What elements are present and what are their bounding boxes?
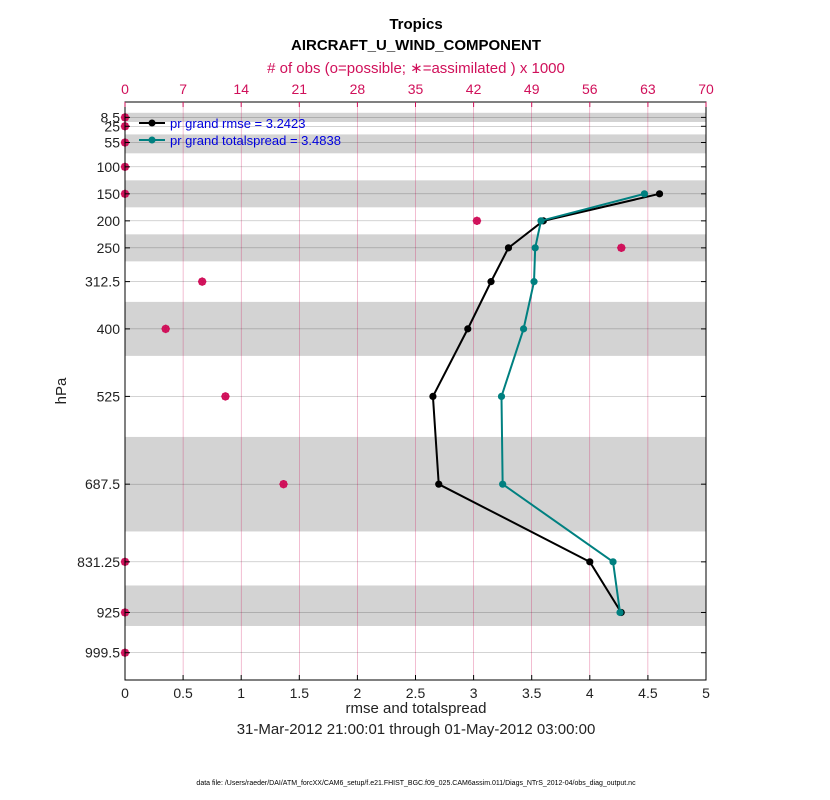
x-tick-label-1: 0.5 xyxy=(173,685,193,701)
top-axis-ticks: 0 7 14 21 28 35 42 49 56 63 70 xyxy=(121,81,714,107)
top-axis-label: # of obs (o=possible; ∗=assimilated ) x … xyxy=(267,60,565,77)
y-tick-label-9: 525 xyxy=(97,388,121,404)
y-tick-label-4: 150 xyxy=(97,186,121,202)
obs-assimilated-marker-8 xyxy=(161,324,170,334)
legend-entry-rmse: pr grand rmse = 3.2423 xyxy=(170,116,306,131)
x-tick-label-6: 3 xyxy=(470,685,478,701)
series-lines xyxy=(429,190,664,617)
series-1-point-5 xyxy=(497,392,506,401)
top-tick-label-6: 42 xyxy=(466,81,482,97)
date-range-label: 31-Mar-2012 21:00:01 through 01-May-2012… xyxy=(237,721,596,738)
series-1-point-4 xyxy=(519,325,528,333)
series-0-point-6 xyxy=(435,480,443,488)
x-tick-label-8: 4 xyxy=(586,685,594,701)
obs-assimilated-marker-10 xyxy=(279,479,288,489)
data-file-footer: data file: /Users/raeder/DAI/ATM_forcXX/… xyxy=(196,780,636,787)
top-tick-label-4: 28 xyxy=(350,81,366,97)
y-tick-label-13: 999.5 xyxy=(85,645,120,661)
series-0-point-7 xyxy=(586,558,594,566)
top-tick-label-10: 70 xyxy=(698,81,714,97)
series-0-point-4 xyxy=(464,325,472,333)
top-tick-label-1: 7 xyxy=(179,81,187,97)
legend: pr grand rmse = 3.2423 pr grand totalspr… xyxy=(139,116,341,148)
x-tick-label-3: 1.5 xyxy=(290,685,310,701)
y-tick-label-1: 25 xyxy=(104,118,120,134)
top-tick-label-8: 56 xyxy=(582,81,598,97)
x-tick-label-2: 1 xyxy=(237,685,245,701)
top-tick-label-7: 49 xyxy=(524,81,540,97)
chart-title: Tropics xyxy=(389,16,442,33)
y-tick-label-6: 250 xyxy=(97,240,121,256)
top-tick-label-0: 0 xyxy=(121,81,129,97)
series-1-point-2 xyxy=(531,244,539,252)
obs-assimilated-marker-7 xyxy=(197,277,207,286)
series-0-point-5 xyxy=(429,392,437,401)
obs-assimilated-marker-6 xyxy=(617,243,626,253)
series-1-point-3 xyxy=(530,278,538,286)
legend-entry-totalspread: pr grand totalspread = 3.4838 xyxy=(170,133,341,148)
top-tick-label-9: 63 xyxy=(640,81,656,97)
top-tick-label-3: 21 xyxy=(292,81,308,97)
y-tick-label-11: 831.25 xyxy=(77,554,120,570)
series-0-point-0 xyxy=(655,190,664,198)
x-tick-label-0: 0 xyxy=(121,685,129,701)
series-0-point-3 xyxy=(487,278,495,286)
top-tick-label-5: 35 xyxy=(408,81,424,97)
x-axis-ticks: 0 0.5 1 1.5 2 2.5 3 3.5 4 4.5 5 xyxy=(121,675,710,701)
top-tick-label-2: 14 xyxy=(233,81,249,97)
obs-assimilated-marker-5 xyxy=(472,216,482,226)
series-1-point-8 xyxy=(616,608,624,617)
y-tick-label-8: 400 xyxy=(97,321,121,337)
y-tick-label-2: 55 xyxy=(104,135,120,151)
series-1-point-0 xyxy=(640,190,649,198)
x-tick-label-4: 2 xyxy=(354,685,362,701)
y-tick-label-0: 8.5 xyxy=(101,109,121,125)
legend-marker-totalspread xyxy=(148,136,156,144)
obs-assimilated-marker-9 xyxy=(221,392,230,401)
y-tick-label-5: 200 xyxy=(97,213,121,229)
series-1-point-6 xyxy=(499,480,507,488)
chart-subtitle: AIRCRAFT_U_WIND_COMPONENT xyxy=(291,37,541,54)
series-1-point-7 xyxy=(609,558,617,566)
legend-marker-rmse xyxy=(148,119,156,127)
y-tick-label-3: 100 xyxy=(97,159,121,175)
y-axis-label: hPa xyxy=(53,377,70,404)
y-tick-label-10: 687.5 xyxy=(85,476,120,492)
x-tick-label-9: 4.5 xyxy=(638,685,658,701)
x-axis-label: rmse and totalspread xyxy=(346,700,487,717)
y-tick-label-12: 925 xyxy=(97,604,121,620)
x-tick-label-10: 5 xyxy=(702,685,710,701)
x-tick-label-7: 3.5 xyxy=(522,685,542,701)
x-tick-label-5: 2.5 xyxy=(406,685,426,701)
series-0-point-2 xyxy=(504,244,513,252)
y-tick-label-7: 312.5 xyxy=(85,274,120,290)
series-1-point-1 xyxy=(537,217,545,225)
